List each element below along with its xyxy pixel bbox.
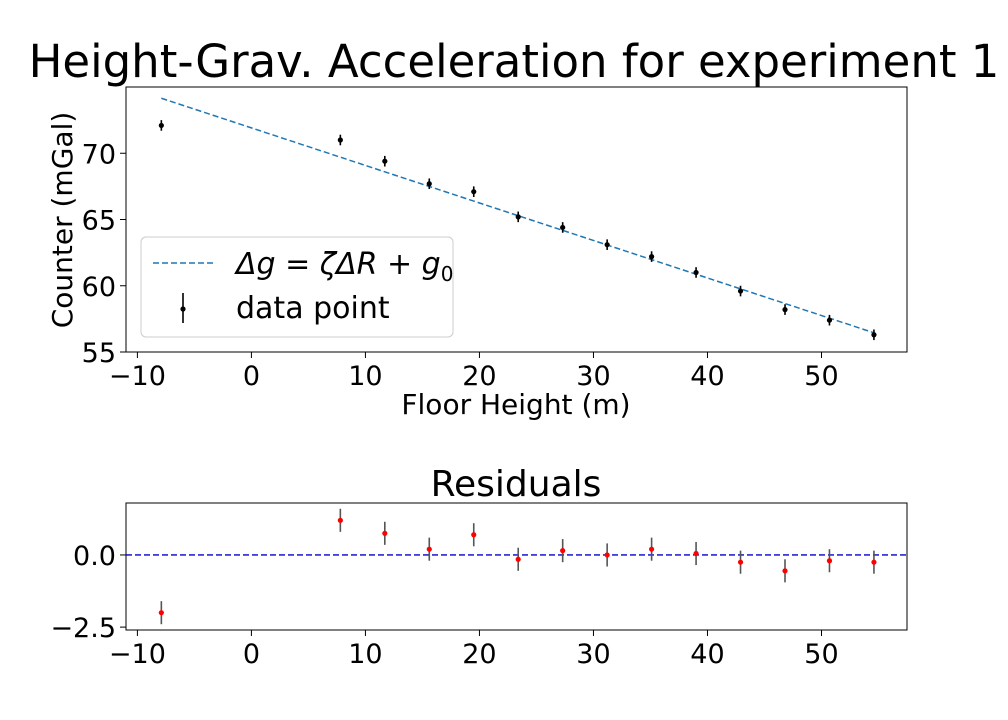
main-y-tick-label: 65 xyxy=(82,206,116,237)
legend-fit-label-main: Δg = ζΔR + g xyxy=(234,247,441,282)
main-data-point xyxy=(158,122,164,129)
legend-fit-label: Δg = ζΔR + g0 xyxy=(234,247,453,286)
main-data-point xyxy=(871,332,877,338)
main-x-ticks: −10 0 10 20 30 40 50 xyxy=(109,352,839,392)
main-data-point xyxy=(515,214,521,220)
main-y-tick-label: 55 xyxy=(82,338,116,369)
residuals-x-tick-label: 10 xyxy=(348,639,382,670)
residuals-x-tick-label: −10 xyxy=(109,639,166,670)
main-x-tick-label: 0 xyxy=(243,361,260,392)
main-data-point xyxy=(649,254,655,260)
main-fit-line xyxy=(161,97,875,334)
residuals-data-point xyxy=(471,532,477,538)
main-x-axis-label: Floor Height (m) xyxy=(401,388,630,421)
main-y-tick-label: 70 xyxy=(82,139,116,170)
residuals-x-tick-label: 30 xyxy=(576,639,610,670)
residuals-data-point xyxy=(782,568,788,574)
residuals-data-point xyxy=(426,546,432,552)
residuals-plot: Residuals −10 0 10 20 30 40 50 −2.5 0.0 xyxy=(50,464,908,670)
legend-data-label: data point xyxy=(236,291,390,326)
legend-box xyxy=(140,236,454,338)
residuals-x-tick-label: 40 xyxy=(690,639,724,670)
residuals-x-ticks: −10 0 10 20 30 40 50 xyxy=(109,630,839,670)
residuals-data-point xyxy=(337,517,343,523)
residuals-data-point xyxy=(604,552,610,558)
main-plot-content xyxy=(158,97,877,341)
residuals-y-ticks: −2.5 0.0 xyxy=(50,541,126,644)
residuals-data-point xyxy=(826,558,833,564)
residuals-title: Residuals xyxy=(431,464,602,505)
residuals-data-point xyxy=(158,610,164,616)
residuals-data-point xyxy=(560,548,566,554)
residuals-data-point xyxy=(649,546,655,552)
main-data-point xyxy=(604,242,610,248)
main-plot: Height-Grav. Acceleration for experiment… xyxy=(29,35,1000,421)
legend: Δg = ζΔR + g0 data point xyxy=(140,236,454,338)
main-x-tick-label: 50 xyxy=(804,361,838,392)
main-x-tick-label: 20 xyxy=(462,361,496,392)
main-y-tick-label: 60 xyxy=(82,272,116,303)
residuals-plot-frame xyxy=(125,502,908,631)
residuals-data-point xyxy=(693,550,699,557)
main-data-point xyxy=(426,181,432,187)
residuals-x-tick-label: 0 xyxy=(243,639,260,670)
residuals-plot-content xyxy=(126,508,907,625)
residuals-data-point xyxy=(515,556,521,562)
residuals-x-tick-label: 20 xyxy=(462,639,496,670)
residuals-y-tick-label: 0.0 xyxy=(73,541,116,572)
legend-fit-label-sub: 0 xyxy=(441,262,454,286)
main-y-axis-label: Counter (mGal) xyxy=(46,112,79,329)
main-x-tick-label: 10 xyxy=(348,361,382,392)
residuals-y-tick-label: −2.5 xyxy=(50,613,116,644)
main-data-point xyxy=(693,269,699,276)
main-x-tick-label: 40 xyxy=(690,361,724,392)
main-data-point xyxy=(471,189,477,195)
main-data-point xyxy=(737,288,744,294)
residuals-data-point xyxy=(871,559,877,565)
main-data-point xyxy=(826,317,833,323)
residuals-data-point xyxy=(382,530,388,536)
main-data-point xyxy=(782,307,788,313)
residuals-data-point xyxy=(737,559,744,565)
main-x-tick-label: −10 xyxy=(109,361,166,392)
main-chart-title: Height-Grav. Acceleration for experiment… xyxy=(29,35,1000,88)
main-x-tick-label: 30 xyxy=(576,361,610,392)
main-data-point xyxy=(337,137,343,143)
main-data-point xyxy=(560,224,566,231)
main-data-point xyxy=(382,158,388,164)
main-y-ticks: 55 60 65 70 xyxy=(82,139,126,369)
legend-point-swatch xyxy=(180,306,186,312)
residuals-x-tick-label: 50 xyxy=(804,639,838,670)
